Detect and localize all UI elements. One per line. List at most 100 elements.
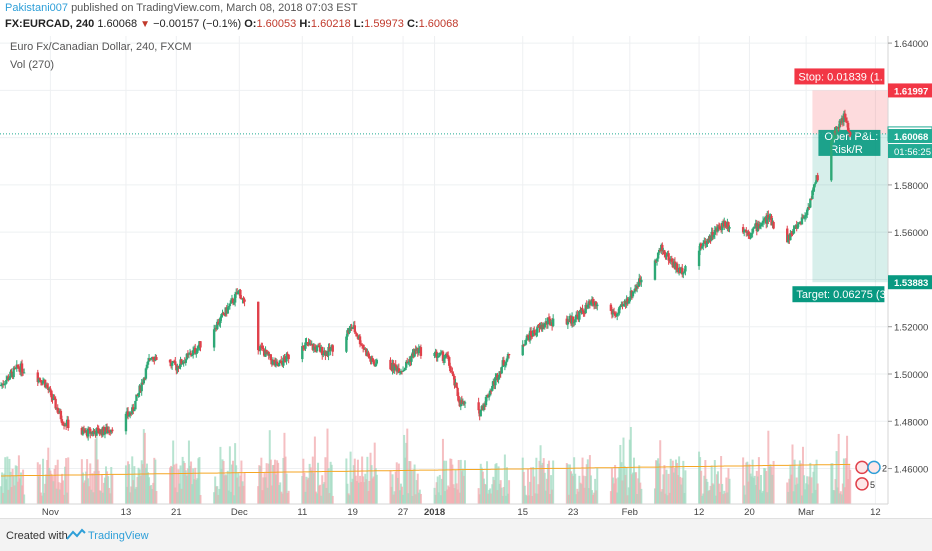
volume-bar <box>109 493 112 504</box>
volume-bar <box>144 467 147 504</box>
volume-bar <box>585 464 588 504</box>
volume-bar <box>285 473 288 504</box>
volume-bar <box>794 484 797 504</box>
volume-bar <box>448 487 451 504</box>
price-label-box <box>888 83 932 98</box>
volume-bar <box>834 479 837 504</box>
volume-bar <box>550 475 553 504</box>
volume-bar <box>640 488 643 504</box>
close-label: C: <box>406 18 419 30</box>
volume-bar <box>222 461 225 504</box>
candle-down <box>757 224 761 228</box>
volume-bar <box>399 483 402 504</box>
candle-down <box>49 388 52 391</box>
candle-down <box>507 353 511 356</box>
author-link[interactable]: Pakistani007 <box>5 2 68 14</box>
volume-bar <box>355 481 358 504</box>
volume-bar <box>795 477 798 504</box>
candle-down <box>56 407 59 413</box>
volume-bar <box>669 458 672 504</box>
candle-down <box>20 363 24 373</box>
candle-down <box>89 428 92 434</box>
volume-bar <box>82 482 85 504</box>
candle-up <box>793 226 796 229</box>
candle-up <box>227 306 231 308</box>
tradingview-link[interactable]: TradingView <box>88 530 149 542</box>
volume-bar <box>281 493 284 504</box>
candle-up <box>413 349 416 357</box>
candle-down <box>843 113 847 118</box>
candle-up <box>142 378 146 384</box>
candle-up <box>282 357 285 366</box>
candle-up <box>345 336 348 352</box>
x-tick-label: 21 <box>171 507 182 518</box>
volume-bar <box>315 493 318 504</box>
volume-bar <box>271 465 274 504</box>
candle-down <box>457 396 460 402</box>
volume-bar <box>153 457 156 504</box>
volume-bar <box>228 446 231 504</box>
candle-up <box>800 217 804 225</box>
volume-bar <box>196 478 199 504</box>
volume-bar <box>439 495 442 504</box>
volume-bar <box>524 494 527 504</box>
volume-bar <box>763 467 766 504</box>
candle-up <box>185 353 189 360</box>
volume-bar <box>499 480 502 504</box>
volume-bar <box>65 458 68 504</box>
candle-up <box>682 272 685 275</box>
candle-down <box>613 313 617 316</box>
volume-bar <box>308 463 311 504</box>
created-with: Created with <box>6 530 68 542</box>
candle-up <box>149 358 153 360</box>
candle-up <box>701 246 704 249</box>
volume-bars <box>0 426 852 504</box>
candle-up <box>728 227 731 229</box>
volume-bar <box>306 479 309 504</box>
price-label-box <box>888 129 932 144</box>
volume-bar <box>538 460 541 504</box>
x-tick-label: 27 <box>398 507 409 518</box>
candle-up <box>712 234 715 238</box>
candle-down <box>394 364 397 367</box>
candle-up <box>278 362 281 367</box>
candle-down <box>353 325 356 333</box>
last-price: 1.60068 <box>97 18 138 30</box>
candle-up <box>9 371 12 378</box>
volume-bar <box>583 487 586 504</box>
volume-bar <box>552 460 555 504</box>
volume-bar <box>284 456 287 504</box>
volume-bar <box>504 495 507 504</box>
volume-bar <box>835 451 838 504</box>
close-value: 1.60068 <box>418 18 459 30</box>
volume-bar <box>546 463 549 504</box>
volume-bar <box>849 469 852 504</box>
volume-bar <box>60 473 63 504</box>
volume-bar <box>287 490 290 504</box>
volume-bar <box>627 487 630 504</box>
volume-bar <box>61 480 64 504</box>
candle-down <box>845 121 849 123</box>
candle-down <box>502 360 506 366</box>
volume-bar <box>445 460 448 504</box>
volume-bar <box>447 485 450 504</box>
high-label: H: <box>299 18 311 30</box>
volume-bar <box>701 495 704 504</box>
volume-bar <box>630 474 633 504</box>
volume-bar <box>309 467 312 504</box>
volume-bar <box>193 479 196 504</box>
price-chart[interactable]: Stop: 0.01839 (1.Target: 0.06275 (3.Open… <box>0 36 932 518</box>
volume-bar <box>395 462 398 504</box>
volume-bar <box>320 495 323 504</box>
volume-bar <box>699 457 702 504</box>
candle-down <box>272 360 276 362</box>
volume-bar <box>498 483 501 504</box>
volume-bar <box>13 485 16 504</box>
tradingview-logo-icon[interactable] <box>66 528 86 542</box>
volume-bar <box>684 470 687 504</box>
volume-bar <box>507 493 510 504</box>
candle-down <box>82 430 86 432</box>
candle-up <box>640 279 643 283</box>
volume-bar <box>481 471 484 504</box>
chart-area[interactable]: Stop: 0.01839 (1. Target: 0.06275 (3. Open… <box>0 36 932 518</box>
